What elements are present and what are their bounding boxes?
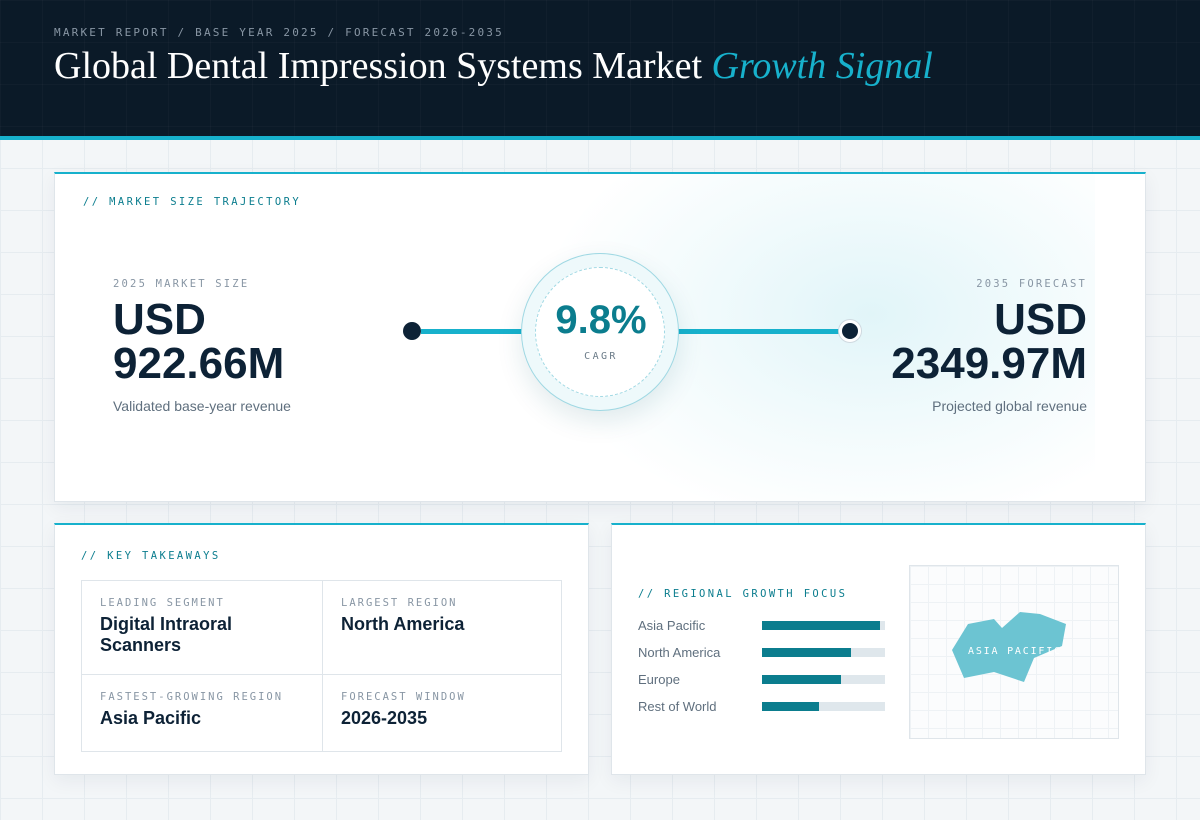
map-label: ASIA PACIFIC [968, 646, 1062, 657]
takeaways-card-label: // KEY TAKEAWAYS [81, 550, 221, 562]
asia-pacific-map-shape [952, 612, 1066, 682]
region-bar-track [762, 648, 885, 657]
region-bar-fill [762, 648, 851, 657]
base-year-eyebrow: 2025 MARKET SIZE [113, 278, 250, 290]
region-bar-track [762, 621, 885, 630]
trajectory-line-left [421, 329, 525, 334]
start-point-dot [403, 322, 421, 340]
cagr-label: CAGR [584, 351, 618, 362]
base-year-value: USD 922.66M [113, 298, 284, 386]
takeaway-key: FORECAST WINDOW [341, 691, 466, 703]
takeaway-cell: LEADING SEGMENT Digital Intraoral Scanne… [82, 581, 322, 674]
region-name: Rest of World [638, 699, 717, 714]
trajectory-card-label: // MARKET SIZE TRAJECTORY [83, 196, 302, 208]
forecast-amount: 2349.97M [891, 339, 1087, 388]
region-name: Europe [638, 672, 680, 687]
region-map: ASIA PACIFIC [909, 565, 1119, 739]
takeaway-cell: FORECAST WINDOW 2026-2035 [322, 674, 562, 752]
cagr-badge-inner: 9.8% CAGR [535, 267, 665, 397]
region-bar-fill [762, 675, 841, 684]
title-main: Global Dental Impression Systems Market [54, 45, 703, 87]
report-header: MARKET REPORT / BASE YEAR 2025 / FORECAS… [0, 0, 1200, 140]
region-name: Asia Pacific [638, 618, 706, 633]
takeaway-value: 2026-2035 [341, 708, 428, 728]
cagr-value: 9.8% [555, 298, 647, 342]
region-bar-fill [762, 702, 819, 711]
forecast-value: USD 2349.97M [891, 298, 1087, 386]
takeaway-cell: FASTEST-GROWING REGION Asia Pacific [82, 674, 322, 752]
region-bar-fill [762, 621, 881, 630]
end-point-dot [839, 320, 861, 342]
trajectory-line-right [675, 329, 841, 334]
region-bar-track [762, 702, 885, 711]
report-eyebrow: MARKET REPORT / BASE YEAR 2025 / FORECAS… [54, 26, 504, 39]
takeaway-cell: LARGEST REGION North America [322, 581, 562, 674]
title-accent: Growth Signal [711, 45, 933, 87]
takeaway-value: Digital Intraoral Scanners [100, 614, 233, 655]
regional-growth-card: // REGIONAL GROWTH FOCUS Asia Pacific No… [611, 523, 1146, 775]
forecast-eyebrow: 2035 FORECAST [976, 278, 1087, 290]
takeaway-key: LARGEST REGION [341, 597, 458, 609]
market-size-trajectory-card: // MARKET SIZE TRAJECTORY 2025 MARKET SI… [54, 172, 1146, 502]
takeaway-key: FASTEST-GROWING REGION [100, 691, 284, 703]
forecast-currency: USD [994, 295, 1087, 344]
base-year-currency: USD [113, 295, 206, 344]
cagr-badge: 9.8% CAGR [521, 253, 679, 411]
region-name: North America [638, 645, 721, 660]
takeaways-grid: LEADING SEGMENT Digital Intraoral Scanne… [81, 580, 562, 752]
key-takeaways-card: // KEY TAKEAWAYS LEADING SEGMENT Digital… [54, 523, 589, 775]
base-year-note: Validated base-year revenue [113, 398, 291, 414]
forecast-note: Projected global revenue [932, 398, 1087, 414]
regional-card-label: // REGIONAL GROWTH FOCUS [638, 588, 848, 600]
takeaway-value: Asia Pacific [100, 708, 202, 728]
region-bar-track [762, 675, 885, 684]
takeaway-key: LEADING SEGMENT [100, 597, 225, 609]
page-title: Global Dental Impression Systems Market … [54, 44, 933, 88]
takeaway-value: North America [341, 614, 465, 634]
base-year-amount: 922.66M [113, 339, 285, 388]
